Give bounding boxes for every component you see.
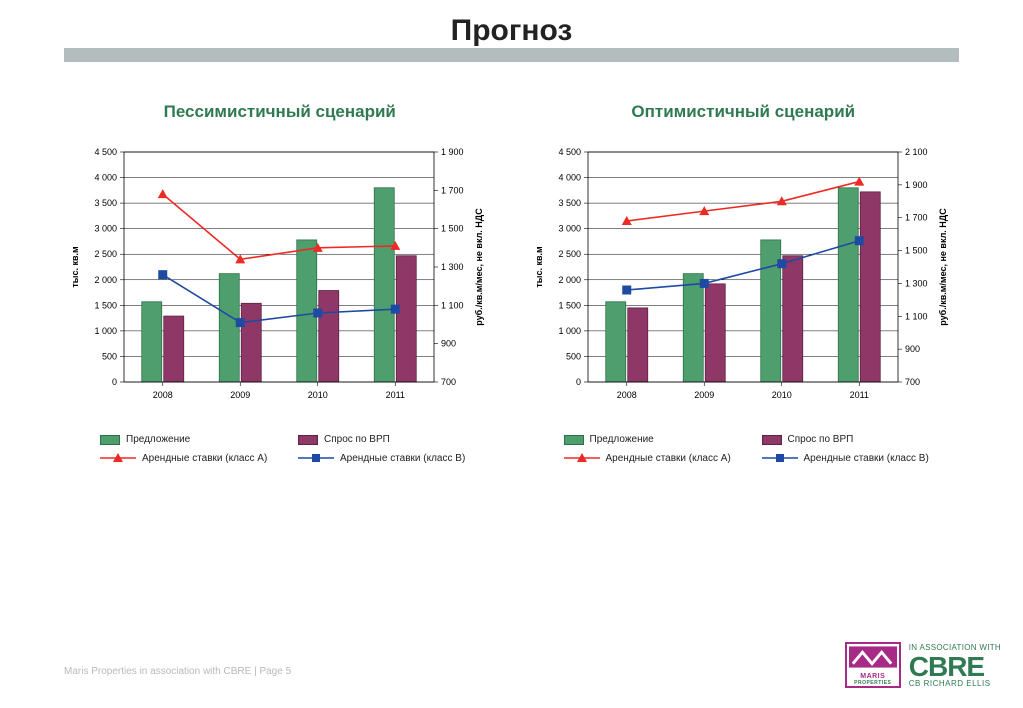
svg-text:2 000: 2 000: [558, 275, 581, 285]
maris-logo-line1: MARIS: [849, 673, 897, 680]
svg-text:2011: 2011: [386, 390, 405, 400]
svg-text:900: 900: [905, 344, 920, 354]
chart-col-right: Оптимистичный сценарий 0 500 1 000 1 500 2 0…: [524, 102, 964, 471]
cbre-sub: CB RICHARD ELLIS: [909, 679, 1001, 688]
chart-left: 0 500 1 000 1 500 2 000 2 500 3 000 3 500 4 000 4…: [60, 142, 500, 422]
svg-text:4 000: 4 000: [94, 173, 117, 183]
svg-text:3 000: 3 000: [94, 224, 117, 234]
maris-logo-icon: [849, 646, 897, 668]
footer-text: Maris Properties in association with CBR…: [64, 665, 291, 678]
svg-text:1 700: 1 700: [905, 213, 928, 223]
svg-text:2008: 2008: [616, 390, 636, 400]
svg-text:1 000: 1 000: [94, 326, 117, 336]
cbre-logo: IN ASSOCIATION WITH CBRE CB RICHARD ELLI…: [909, 643, 1001, 688]
bar-demand: [860, 192, 880, 382]
svg-text:1 500: 1 500: [441, 224, 464, 234]
logo-area: MARIS PROPERTIES IN ASSOCIATION WITH CBR…: [845, 642, 1001, 688]
svg-text:4 500: 4 500: [94, 147, 117, 157]
svg-text:2009: 2009: [230, 390, 250, 400]
svg-text:тыс. кв.м: тыс. кв.м: [70, 246, 80, 288]
bar-demand: [627, 308, 647, 382]
svg-text:1 300: 1 300: [441, 262, 464, 272]
svg-text:3 000: 3 000: [558, 224, 581, 234]
svg-text:1 700: 1 700: [441, 185, 464, 195]
charts-row: Пессимистичный сценарий 0 500 1 000 1 500 2 …: [0, 66, 1023, 471]
svg-text:0: 0: [575, 377, 580, 387]
legend-demand: Спрос по ВРП: [762, 434, 932, 445]
bar-demand: [782, 256, 802, 382]
svg-text:1 900: 1 900: [905, 180, 928, 190]
svg-text:2008: 2008: [153, 390, 173, 400]
bar-supply: [374, 188, 394, 382]
legend-supply: Предложение: [564, 434, 734, 445]
svg-text:700: 700: [905, 377, 920, 387]
svg-text:1 500: 1 500: [94, 300, 117, 310]
bar-demand: [396, 256, 416, 382]
svg-text:тыс. кв.м: тыс. кв.м: [534, 246, 544, 288]
svg-text:2010: 2010: [771, 390, 791, 400]
svg-text:4 000: 4 000: [558, 173, 581, 183]
slide-title: Прогноз: [0, 14, 1023, 48]
chart-right: 0 500 1 000 1 500 2 000 2 500 3 000 3 500 4 000 4…: [524, 142, 964, 422]
bar-demand: [319, 291, 339, 382]
svg-text:2 000: 2 000: [94, 275, 117, 285]
legend-supply: Предложение: [100, 434, 270, 445]
chart-subtitle-right: Оптимистичный сценарий: [524, 102, 964, 122]
bar-supply: [219, 274, 239, 382]
legend-left: Предложение Спрос по ВРП Арендные ставки (…: [60, 434, 500, 465]
svg-text:900: 900: [441, 339, 456, 349]
legend-class-b: Арендные ставки (класс В): [762, 451, 932, 465]
svg-text:2010: 2010: [308, 390, 328, 400]
svg-text:1 900: 1 900: [441, 147, 464, 157]
chart-col-left: Пессимистичный сценарий 0 500 1 000 1 500 2 …: [60, 102, 500, 471]
svg-text:2 500: 2 500: [94, 249, 117, 259]
cbre-big: CBRE: [909, 654, 1001, 679]
svg-text:1 100: 1 100: [441, 300, 464, 310]
svg-text:0: 0: [112, 377, 117, 387]
svg-text:2011: 2011: [849, 390, 868, 400]
title-bar: Прогноз: [0, 0, 1023, 66]
svg-text:500: 500: [102, 351, 117, 361]
maris-logo-line2: PROPERTIES: [849, 680, 897, 686]
legend-class-a: Арендные ставки (класс А): [100, 451, 270, 465]
bar-supply: [605, 302, 625, 382]
svg-text:1 100: 1 100: [905, 311, 928, 321]
svg-text:1 300: 1 300: [905, 278, 928, 288]
legend-class-b: Арендные ставки (класс В): [298, 451, 468, 465]
legend-right: Предложение Спрос по ВРП Арендные ставки (…: [524, 434, 964, 465]
svg-text:1 500: 1 500: [905, 246, 928, 256]
bar-supply: [683, 274, 703, 382]
bar-demand: [705, 284, 725, 382]
svg-text:3 500: 3 500: [94, 198, 117, 208]
legend-class-a: Арендные ставки (класс А): [564, 451, 734, 465]
svg-text:2 500: 2 500: [558, 249, 581, 259]
svg-text:2009: 2009: [694, 390, 714, 400]
svg-text:руб./кв.м/мес, не вкл. НДС: руб./кв.м/мес, не вкл. НДС: [938, 208, 948, 326]
svg-text:2 100: 2 100: [905, 147, 928, 157]
svg-text:1 000: 1 000: [558, 326, 581, 336]
bar-supply: [838, 188, 858, 382]
chart-subtitle-left: Пессимистичный сценарий: [60, 102, 500, 122]
svg-text:4 500: 4 500: [558, 147, 581, 157]
slide: Прогноз Пессимистичный сценарий 0 500 1 00…: [0, 0, 1023, 708]
svg-text:3 500: 3 500: [558, 198, 581, 208]
svg-text:700: 700: [441, 377, 456, 387]
svg-text:руб./кв.м/мес, не вкл. НДС: руб./кв.м/мес, не вкл. НДС: [474, 208, 484, 326]
bar-demand: [241, 303, 261, 382]
title-accent-bar: [64, 48, 959, 62]
bar-supply: [142, 302, 162, 382]
maris-logo: MARIS PROPERTIES: [845, 642, 901, 688]
legend-demand: Спрос по ВРП: [298, 434, 468, 445]
svg-text:500: 500: [565, 351, 580, 361]
svg-text:1 500: 1 500: [558, 300, 581, 310]
bar-demand: [164, 316, 184, 382]
